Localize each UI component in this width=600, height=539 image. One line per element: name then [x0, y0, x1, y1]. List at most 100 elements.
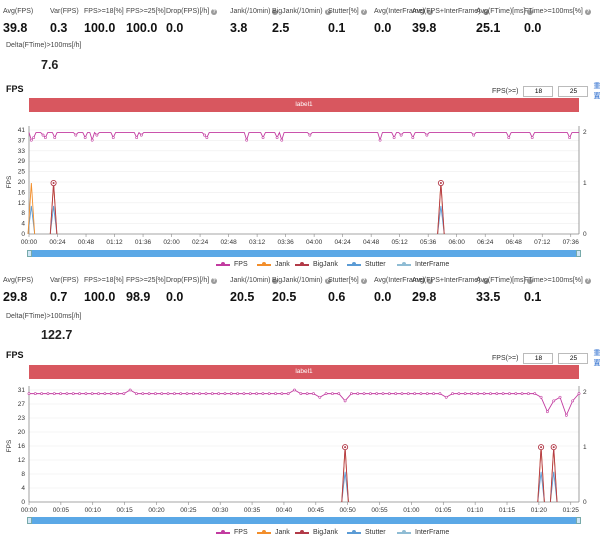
stat-value: 0.1	[328, 21, 346, 35]
stat-4: Drop(FPS)[/h]? 0.0	[166, 277, 218, 304]
fps-point	[128, 388, 132, 392]
question-circle-icon[interactable]: ?	[272, 8, 279, 15]
legend-label: FPS	[234, 529, 248, 536]
scroll-handle-left[interactable]	[27, 250, 32, 257]
stat-label-text: Var(FPS)	[50, 8, 79, 15]
question-circle-icon[interactable]: ?	[211, 8, 218, 15]
stutter-spike	[537, 471, 545, 503]
question-circle-icon[interactable]: ?	[426, 8, 433, 15]
fps-point	[507, 136, 511, 140]
question-circle-icon[interactable]: ?	[324, 8, 331, 15]
stat-value: 33.5	[476, 290, 501, 304]
y-right-tick-label: 2	[583, 389, 587, 396]
fps-point	[242, 392, 246, 396]
fps-point	[32, 136, 36, 140]
fps-point	[324, 392, 328, 396]
reset-button[interactable]: 重置	[593, 350, 600, 367]
scroll-handle-right[interactable]	[576, 517, 581, 524]
legend-item-bigjank[interactable]: BigJank	[295, 529, 338, 536]
legend-label: BigJank	[313, 261, 338, 268]
question-circle-icon[interactable]: ?	[324, 277, 331, 284]
fps-point	[425, 392, 429, 396]
fps-point	[275, 136, 279, 140]
reset-button[interactable]: 重置	[593, 83, 600, 100]
fps-point	[392, 136, 396, 140]
x-tick-label: 00:15	[116, 507, 133, 514]
time-range-scrollbar-1[interactable]	[27, 250, 581, 257]
fps-point	[205, 136, 209, 140]
question-circle-icon[interactable]: ?	[527, 8, 534, 15]
x-tick-label: 05:36	[420, 239, 437, 246]
legend-label: Stutter	[365, 261, 386, 268]
legend-item-interframe[interactable]: InterFrame	[397, 529, 449, 536]
time-range-scrollbar-2[interactable]	[27, 517, 581, 524]
fps-high-input[interactable]	[558, 352, 589, 364]
x-tick-label: 00:45	[308, 507, 325, 514]
legend-item-jank[interactable]: Jank	[257, 261, 290, 268]
legend-label: Stutter	[365, 529, 386, 536]
fps-series-line	[28, 131, 579, 142]
stat-10: Avg(FTime)[ms]? 25.1	[476, 8, 534, 35]
stat-label-text: Avg(FTime)[ms]	[476, 277, 526, 284]
fps-point	[520, 392, 524, 396]
fps-point	[552, 399, 556, 403]
fps-point	[274, 392, 277, 396]
stat-label: Avg(FPS+InterFrame)?	[412, 277, 489, 284]
x-tick-label: 00:55	[371, 507, 388, 514]
x-tick-label: 05:12	[392, 239, 409, 246]
fps-point	[46, 392, 50, 396]
fps-point	[59, 392, 63, 396]
fps-low-input[interactable]	[523, 352, 554, 364]
legend-item-stutter[interactable]: Stutter	[347, 261, 386, 268]
question-circle-icon[interactable]: ?	[482, 277, 489, 284]
fps-threshold-controls-2: FPS(>=) 重置	[492, 348, 600, 368]
fps-point	[95, 133, 99, 137]
question-circle-icon[interactable]: ?	[482, 8, 489, 15]
x-tick-label: 00:48	[78, 239, 95, 246]
fps-point	[78, 392, 81, 396]
question-circle-icon[interactable]: ?	[360, 277, 367, 284]
legend-item-interframe[interactable]: InterFrame	[397, 261, 449, 268]
question-circle-icon[interactable]: ?	[426, 277, 433, 284]
stat-value: 0.7	[50, 290, 68, 304]
legend-item-stutter[interactable]: Stutter	[347, 529, 386, 536]
legend-item-fps[interactable]: FPS	[216, 529, 248, 536]
fps-point	[111, 136, 115, 140]
stat-9: Avg(FPS+InterFrame)? 39.8	[412, 8, 489, 35]
fps-point	[84, 392, 88, 396]
fps-point	[514, 392, 518, 396]
stat-label: BigJank(/10min)?	[272, 8, 331, 15]
fps-point	[135, 136, 139, 140]
stat-label: Var(FPS)	[50, 277, 79, 284]
legend-swatch	[257, 529, 271, 534]
stutter-spike	[341, 471, 349, 503]
stat-value: 0.0	[166, 21, 184, 35]
fps-low-input[interactable]	[523, 85, 554, 97]
question-circle-icon[interactable]: ?	[527, 277, 534, 284]
fps-high-input[interactable]	[558, 85, 589, 97]
stat-label: Avg(FTime)[ms]?	[476, 8, 534, 15]
stat-value: 0.0	[524, 21, 542, 35]
label-bar-2[interactable]: label1	[29, 365, 579, 379]
scroll-handle-left[interactable]	[27, 517, 32, 524]
legend-item-fps[interactable]: FPS	[216, 261, 248, 268]
legend-label: InterFrame	[415, 261, 450, 268]
legend-item-bigjank[interactable]: BigJank	[295, 261, 338, 268]
y-tick-label: 4	[21, 485, 25, 492]
label-bar-1[interactable]: label1	[29, 98, 579, 112]
question-circle-icon[interactable]: ?	[584, 277, 591, 284]
fps-point	[378, 138, 382, 142]
question-circle-icon[interactable]: ?	[211, 277, 218, 284]
x-tick-label: 00:10	[85, 507, 102, 514]
question-circle-icon[interactable]: ?	[360, 8, 367, 15]
question-circle-icon[interactable]: ?	[272, 277, 279, 284]
scroll-handle-right[interactable]	[576, 250, 581, 257]
question-circle-icon[interactable]: ?	[584, 8, 591, 15]
legend-item-jank[interactable]: Jank	[257, 529, 290, 536]
x-tick-label: 01:00	[403, 507, 420, 514]
y-tick-label: 31	[18, 387, 26, 394]
y-right-tick-label: 2	[583, 129, 587, 136]
fps-point	[255, 392, 258, 396]
fps-point	[139, 133, 143, 137]
y-right-tick-label: 1	[583, 444, 587, 451]
